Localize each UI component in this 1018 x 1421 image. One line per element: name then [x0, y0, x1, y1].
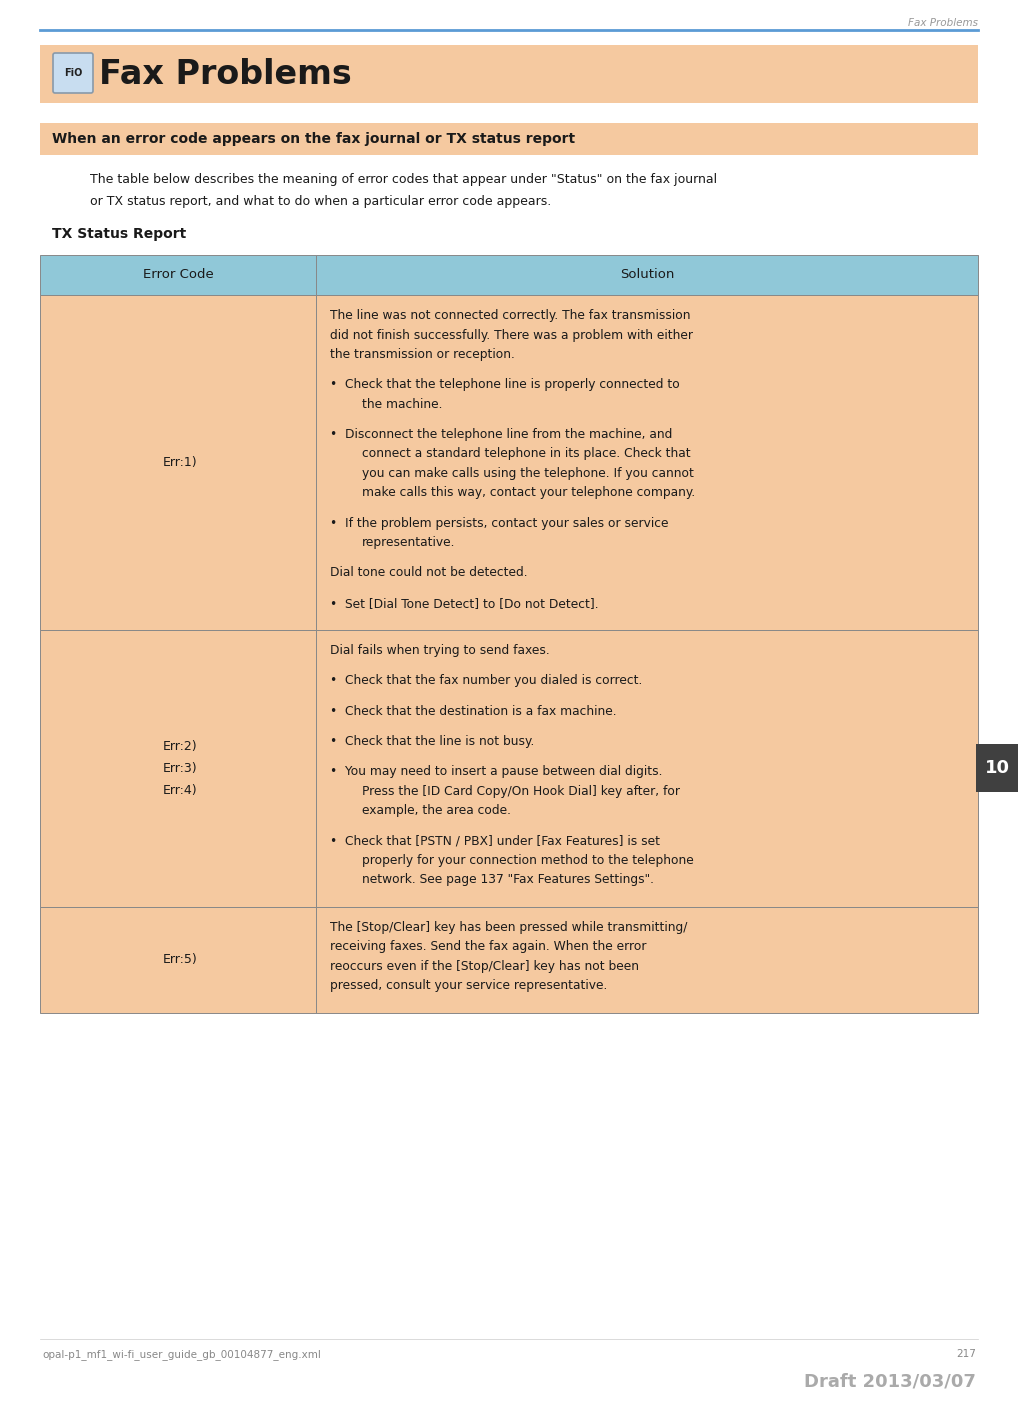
Bar [40, 124, 978, 155]
Text: •  Check that the line is not busy.: • Check that the line is not busy. [330, 735, 534, 747]
Text: •  You may need to insert a pause between dial digits.: • You may need to insert a pause between… [330, 764, 663, 779]
Text: TX Status Report: TX Status Report [52, 227, 186, 242]
Text: opal-p1_mf1_wi-fi_user_guide_gb_00104877_eng.xml: opal-p1_mf1_wi-fi_user_guide_gb_00104877… [42, 1349, 321, 1360]
Text: the machine.: the machine. [362, 398, 443, 411]
Text: When an error code appears on the fax journal or TX status report: When an error code appears on the fax jo… [52, 132, 575, 146]
Text: •  Disconnect the telephone line from the machine, and: • Disconnect the telephone line from the… [330, 428, 672, 441]
Bar [40, 907, 316, 1013]
Bar [40, 45, 978, 102]
Text: Fax Problems: Fax Problems [99, 57, 352, 91]
Bar [316, 630, 978, 907]
Text: network. See page 137 "Fax Features Settings".: network. See page 137 "Fax Features Sett… [362, 874, 654, 887]
Bar [316, 254, 978, 296]
Text: Err:2): Err:2) [163, 740, 197, 753]
Text: you can make calls using the telephone. If you cannot: you can make calls using the telephone. … [362, 468, 694, 480]
Text: Dial fails when trying to send faxes.: Dial fails when trying to send faxes. [330, 644, 550, 657]
Text: Fax Problems: Fax Problems [908, 18, 978, 28]
Text: 10: 10 [984, 759, 1010, 777]
Text: the transmission or reception.: the transmission or reception. [330, 348, 515, 361]
Text: FiO: FiO [64, 68, 82, 78]
Text: •  If the problem persists, contact your sales or service: • If the problem persists, contact your … [330, 517, 669, 530]
Text: •  Check that the fax number you dialed is correct.: • Check that the fax number you dialed i… [330, 675, 642, 688]
Text: •  Check that the destination is a fax machine.: • Check that the destination is a fax ma… [330, 705, 617, 718]
Text: The line was not connected correctly. The fax transmission: The line was not connected correctly. Th… [330, 308, 690, 323]
Bar [316, 907, 978, 1013]
Bar [40, 296, 316, 630]
Text: 217: 217 [956, 1349, 976, 1358]
Text: Error Code: Error Code [143, 269, 214, 281]
FancyBboxPatch shape [53, 53, 93, 92]
Text: representative.: representative. [362, 536, 455, 549]
Text: Err:1): Err:1) [163, 456, 197, 469]
Text: make calls this way, contact your telephone company.: make calls this way, contact your teleph… [362, 486, 695, 499]
Text: reoccurs even if the [Stop/Clear] key has not been: reoccurs even if the [Stop/Clear] key ha… [330, 959, 639, 973]
Text: or TX status report, and what to do when a particular error code appears.: or TX status report, and what to do when… [90, 195, 552, 207]
Bar [40, 254, 316, 296]
Text: Err:5): Err:5) [163, 953, 197, 966]
Text: •  Check that the telephone line is properly connected to: • Check that the telephone line is prope… [330, 378, 680, 391]
Text: connect a standard telephone in its place. Check that: connect a standard telephone in its plac… [362, 448, 690, 460]
Bar [976, 745, 1018, 793]
Text: The table below describes the meaning of error codes that appear under "Status" : The table below describes the meaning of… [90, 173, 717, 186]
Bar [40, 630, 316, 907]
Text: •  Set [Dial Tone Detect] to [Do not Detect].: • Set [Dial Tone Detect] to [Do not Dete… [330, 597, 599, 610]
Text: Draft 2013/03/07: Draft 2013/03/07 [804, 1373, 976, 1391]
Text: did not finish successfully. There was a problem with either: did not finish successfully. There was a… [330, 328, 693, 341]
Text: Err:4): Err:4) [163, 784, 197, 797]
Text: •  Check that [PSTN / PBX] under [Fax Features] is set: • Check that [PSTN / PBX] under [Fax Fea… [330, 834, 660, 847]
Text: The [Stop/Clear] key has been pressed while transmitting/: The [Stop/Clear] key has been pressed wh… [330, 921, 687, 934]
Text: Err:3): Err:3) [163, 762, 197, 774]
Text: properly for your connection method to the telephone: properly for your connection method to t… [362, 854, 693, 867]
Bar [316, 296, 978, 630]
Text: Solution: Solution [620, 269, 674, 281]
Text: Press the [ID Card Copy/On Hook Dial] key after, for: Press the [ID Card Copy/On Hook Dial] ke… [362, 784, 680, 797]
Text: Dial tone could not be detected.: Dial tone could not be detected. [330, 567, 527, 580]
Text: example, the area code.: example, the area code. [362, 804, 511, 817]
Text: receiving faxes. Send the fax again. When the error: receiving faxes. Send the fax again. Whe… [330, 941, 646, 953]
Text: pressed, consult your service representative.: pressed, consult your service representa… [330, 979, 608, 992]
